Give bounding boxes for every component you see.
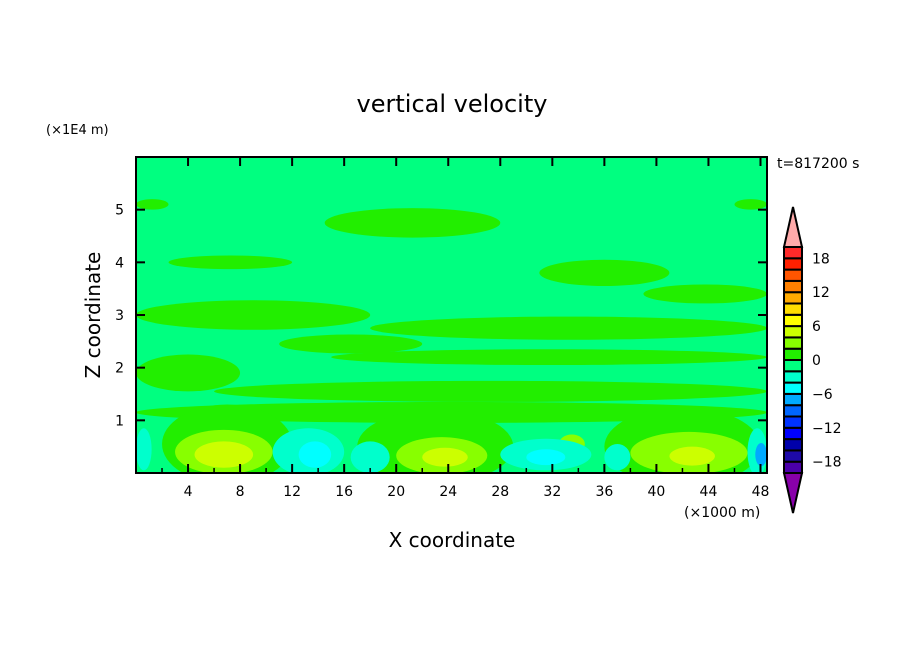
colorbar-under-triangle [782, 472, 804, 514]
colorbar-tick-label: 6 [812, 319, 821, 335]
x-tick-label: 20 [387, 484, 405, 500]
contour-region [370, 316, 767, 340]
colorbar-swatch [783, 268, 803, 282]
colorbar-swatch [783, 460, 803, 475]
contour-region [526, 449, 566, 466]
y-axis-label: Z coordinate [81, 252, 105, 379]
contour-region [539, 259, 670, 287]
colorbar-swatch [783, 370, 803, 384]
colorbar-swatch [783, 246, 803, 260]
colorbar-swatch [783, 381, 803, 395]
contour-region [755, 442, 767, 467]
colorbar-tick-label: 0 [812, 353, 821, 369]
y-tick-label: 5 [115, 203, 124, 219]
colorbar-swatch [783, 392, 803, 407]
colorbar-over-triangle [782, 206, 804, 248]
time-label: t=817200 s [777, 156, 859, 172]
colorbar-swatch [783, 415, 803, 429]
contour-region [168, 255, 293, 270]
colorbar-swatch [783, 325, 803, 339]
chart-title: vertical velocity [357, 90, 548, 118]
colorbar-tick-label: 18 [812, 251, 830, 267]
x-tick-label: 28 [491, 484, 509, 500]
contour-region [194, 441, 254, 468]
contour-region [214, 380, 767, 402]
contour-region [669, 446, 715, 466]
colorbar-swatch [783, 404, 803, 418]
x-axis-label: X coordinate [389, 528, 516, 552]
colorbar: 18 12 6 0 −6 −12 −18 [782, 206, 842, 514]
y-tick-label: 3 [115, 308, 124, 324]
contour-region [422, 447, 468, 467]
x-tick-label: 44 [700, 484, 718, 500]
y-tick-label: 2 [115, 361, 124, 377]
x-tick-label: 48 [752, 484, 770, 500]
colorbar-swatch [783, 449, 803, 463]
contour-region [136, 428, 152, 471]
contour-region [331, 349, 767, 366]
x-tick-label: 36 [595, 484, 613, 500]
x-tick-label: 24 [439, 484, 457, 500]
y-unit-label: (×1E4 m) [46, 123, 109, 138]
colorbar-swatch [783, 347, 803, 362]
contour-region [350, 441, 390, 473]
colorbar-swatch [783, 336, 803, 350]
contour-region [604, 444, 631, 471]
x-tick-label: 12 [283, 484, 301, 500]
colorbar-tick-label: 12 [812, 285, 830, 301]
x-tick-label: 16 [335, 484, 353, 500]
contour-region [136, 199, 169, 210]
colorbar-swatch [783, 359, 803, 373]
contour-fields [136, 199, 767, 473]
x-tick-label: 8 [236, 484, 245, 500]
contour-region [136, 300, 371, 330]
contour-region [734, 199, 767, 210]
y-tick-label: 1 [115, 413, 124, 429]
colorbar-swatch [783, 257, 803, 271]
colorbar-swatch [783, 313, 803, 328]
colorbar-tick-label: −18 [812, 455, 842, 471]
y-tick-label: 4 [115, 255, 124, 271]
x-tick-label: 40 [647, 484, 665, 500]
x-tick-label: 32 [543, 484, 561, 500]
colorbar-swatch [783, 279, 803, 294]
x-unit-label: (×1000 m) [684, 505, 760, 521]
contour-region [136, 354, 241, 392]
contour-region [298, 441, 332, 468]
x-tick-label: 4 [184, 484, 193, 500]
colorbar-swatch [783, 302, 803, 316]
colorbar-tick-label: −6 [812, 387, 833, 403]
contour-region [643, 284, 767, 304]
colorbar-tick-label: −12 [812, 421, 842, 437]
contour-region [324, 208, 501, 238]
colorbar-swatch [783, 426, 803, 441]
contour-region [279, 334, 423, 354]
colorbar-swatch [783, 438, 803, 452]
colorbar-swatch [783, 291, 803, 305]
